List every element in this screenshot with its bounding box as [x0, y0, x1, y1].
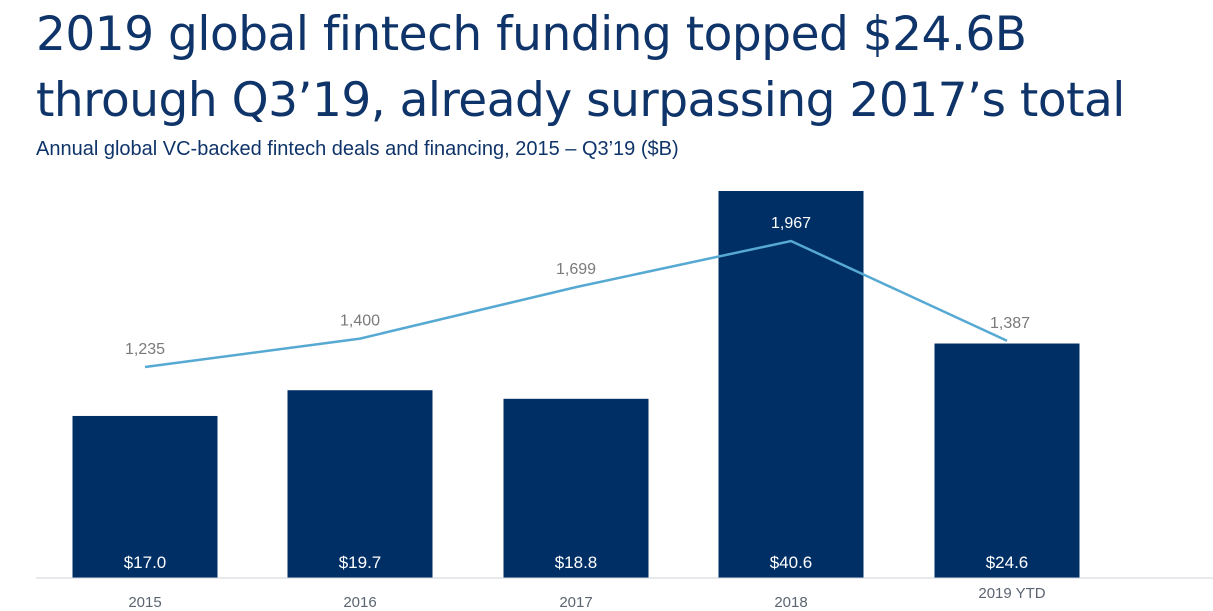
chart-title: 2019 global fintech funding topped $24.6…: [36, 7, 1125, 128]
bar-2017: [503, 398, 649, 578]
deal-count-label: 1,387: [990, 315, 1030, 332]
bar-2018: [718, 191, 864, 578]
x-tick-label: 2015: [128, 594, 161, 611]
x-tick-label: 2016: [343, 594, 376, 611]
x-tick-label: 2017: [559, 594, 592, 611]
deal-count-line: [144, 239, 1008, 369]
bar-value-label: $19.7: [339, 553, 382, 572]
deal-count-label: 1,967: [771, 215, 811, 232]
chart-subtitle: Annual global VC-backed fintech deals an…: [36, 138, 679, 160]
bar-2016: [287, 390, 433, 578]
deal-count-label: 1,400: [340, 313, 380, 330]
x-tick-label: 2019 YTD: [978, 585, 1045, 602]
bar-2019-ytd: [934, 343, 1080, 578]
bar-value-label: $17.0: [124, 553, 167, 572]
deal-count-label: 1,699: [556, 261, 596, 278]
bar-value-label: $24.6: [986, 553, 1029, 572]
x-tick-label: 2018: [774, 594, 807, 611]
bar-value-label: $18.8: [555, 553, 598, 572]
deal-count-label: 1,235: [125, 341, 165, 358]
bar-2015: [72, 415, 218, 578]
bar-value-label: $40.6: [770, 553, 813, 572]
